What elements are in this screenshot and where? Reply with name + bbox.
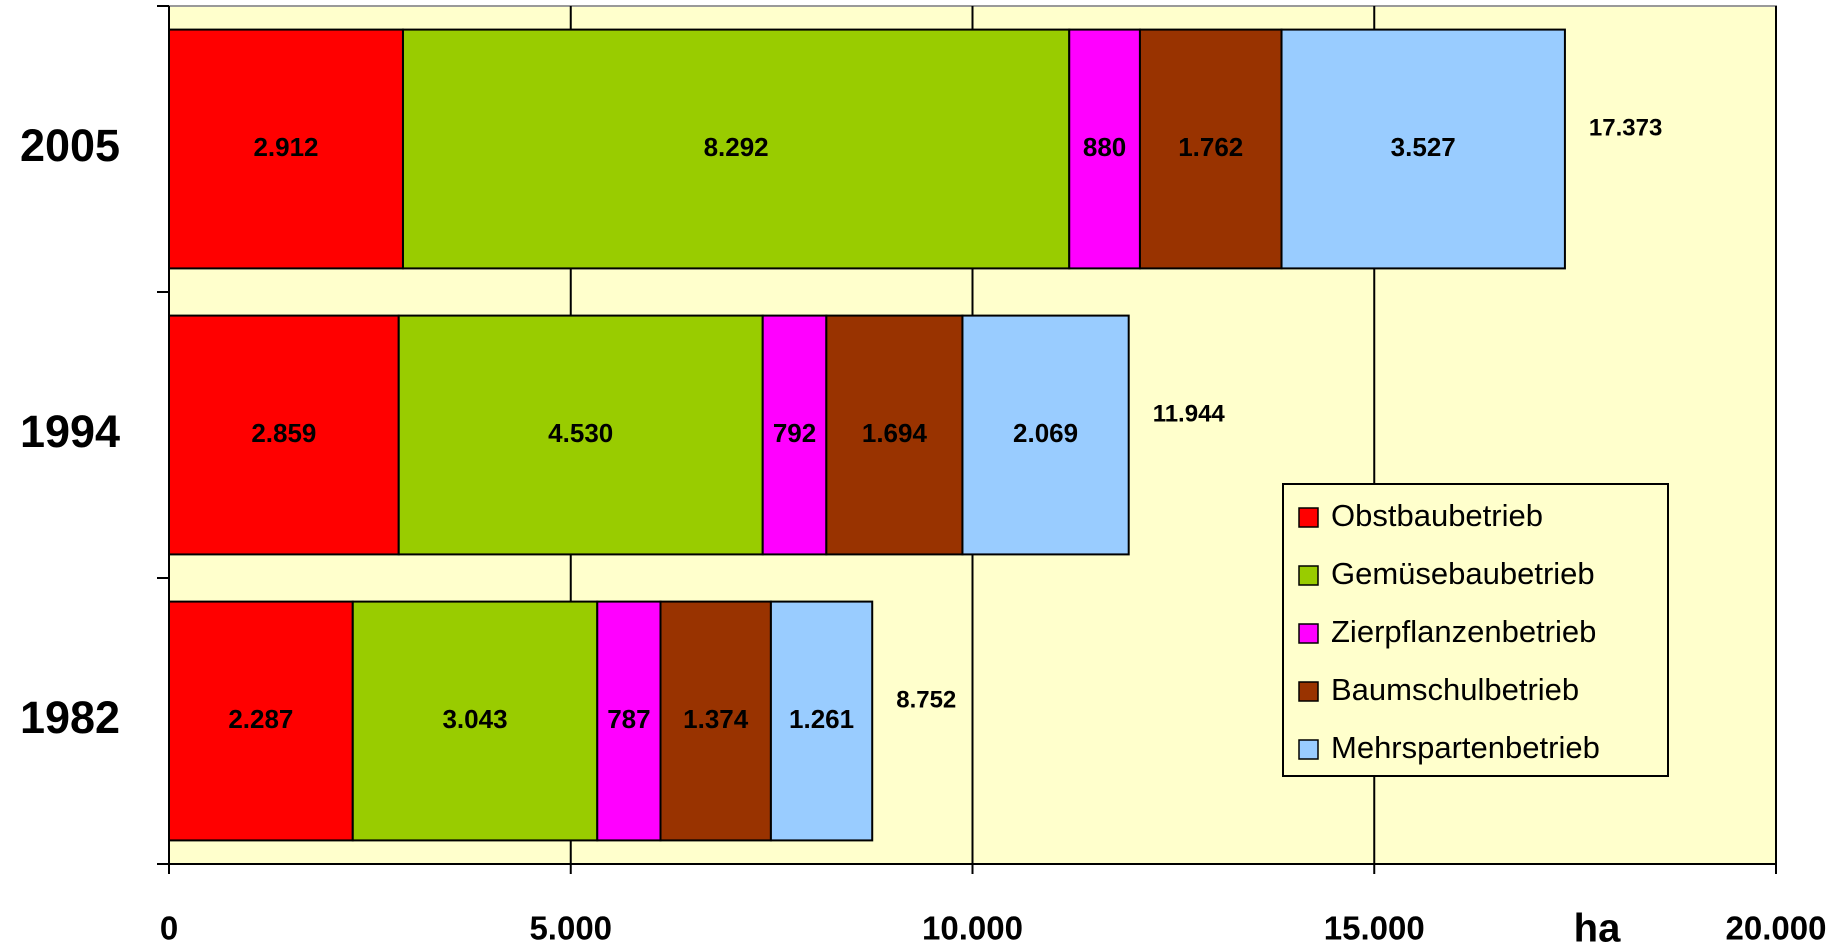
total-label: 11.944 (1153, 400, 1226, 427)
legend-swatch (1298, 739, 1319, 760)
x-tick-label: 20.000 (1726, 910, 1827, 947)
data-label: 2.859 (251, 418, 316, 448)
bar-segment (761, 314, 828, 556)
bar-segment (769, 600, 874, 842)
data-label: 8.292 (704, 132, 769, 162)
bar-segment (351, 600, 599, 842)
legend-swatch (1298, 565, 1319, 586)
bar-segment (1138, 28, 1283, 270)
legend-box (1282, 483, 1669, 777)
bar-segment (961, 314, 1130, 556)
data-label: 1.694 (862, 418, 928, 448)
bar-segment (401, 28, 1071, 270)
x-tick-label: 0 (160, 910, 178, 947)
bar-segment (397, 314, 764, 556)
y-tick-label: 1994 (20, 406, 120, 457)
x-tick-label: 5.000 (529, 910, 612, 947)
data-label: 4.530 (548, 418, 613, 448)
data-label: 2.069 (1013, 418, 1078, 448)
x-tick-label: 15.000 (1324, 910, 1425, 947)
data-label: 1.261 (789, 704, 854, 734)
legend-label: Mehrspartenbetrieb (1331, 730, 1600, 765)
data-label: 1.374 (683, 704, 749, 734)
legend-label: Baumschulbetrieb (1331, 672, 1579, 707)
data-label: 880 (1083, 132, 1126, 162)
bar-segment (825, 314, 964, 556)
legend-label: Gemüsebaubetrieb (1331, 556, 1595, 591)
bar-segment (168, 314, 400, 556)
legend-label: Obstbaubetrieb (1331, 498, 1543, 533)
legend-swatch (1298, 507, 1319, 528)
legend-swatch (1298, 681, 1319, 702)
y-tick-label: 2005 (20, 120, 120, 171)
bar-segment (168, 28, 404, 270)
data-label: 787 (607, 704, 650, 734)
bar-segment (659, 600, 772, 842)
data-label: 1.762 (1178, 132, 1243, 162)
x-axis-label: ha (1574, 907, 1621, 951)
data-label: 3.527 (1391, 132, 1456, 162)
data-label: 2.287 (228, 704, 293, 734)
legend-swatch (1298, 623, 1319, 644)
total-label: 17.373 (1589, 114, 1662, 141)
data-label: 2.912 (253, 132, 318, 162)
bar-segment (596, 600, 662, 842)
total-label: 8.752 (896, 686, 956, 713)
x-tick-label: 10.000 (922, 910, 1023, 947)
y-tick-label: 1982 (20, 692, 120, 743)
data-label: 3.043 (442, 704, 507, 734)
bar-segment (168, 600, 354, 842)
legend-label: Zierpflanzenbetrieb (1331, 614, 1596, 649)
data-label: 792 (773, 418, 816, 448)
bar-segment (1280, 28, 1566, 270)
